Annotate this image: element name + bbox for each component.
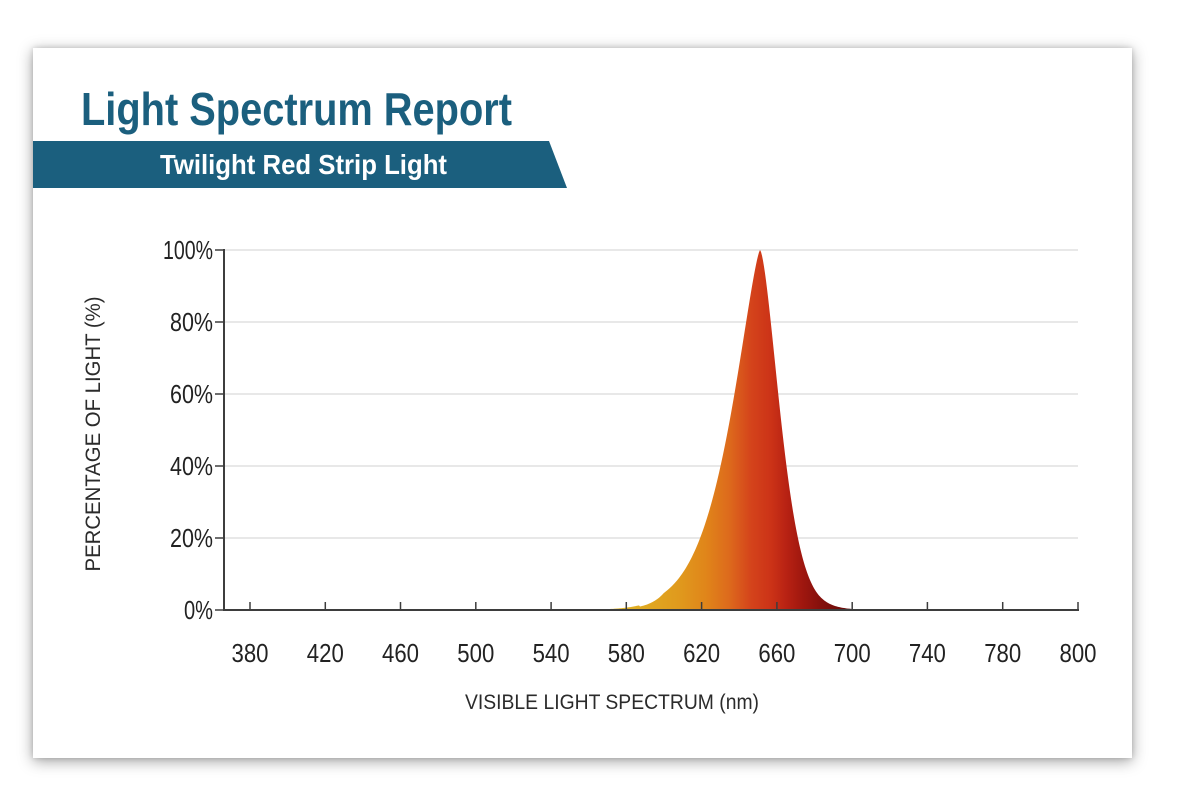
svg-text:540: 540 (533, 638, 570, 668)
svg-text:420: 420 (307, 638, 344, 668)
svg-text:80%: 80% (170, 309, 213, 337)
svg-text:800: 800 (1060, 638, 1097, 668)
svg-text:660: 660 (758, 638, 795, 668)
svg-text:40%: 40% (170, 453, 213, 481)
svg-text:620: 620 (683, 638, 720, 668)
svg-text:580: 580 (608, 638, 645, 668)
svg-text:20%: 20% (170, 525, 213, 553)
svg-text:60%: 60% (170, 381, 213, 409)
svg-text:380: 380 (232, 638, 269, 668)
svg-text:780: 780 (984, 638, 1021, 668)
svg-text:740: 740 (909, 638, 946, 668)
svg-text:PERCENTAGE OF LIGHT (%): PERCENTAGE OF LIGHT (%) (82, 297, 105, 572)
svg-text:Light Spectrum Report: Light Spectrum Report (81, 83, 512, 135)
svg-text:Twilight Red Strip Light: Twilight Red Strip Light (160, 149, 447, 180)
svg-text:460: 460 (382, 638, 419, 668)
svg-text:VISIBLE LIGHT SPECTRUM (nm): VISIBLE LIGHT SPECTRUM (nm) (465, 691, 759, 714)
svg-text:100%: 100% (163, 237, 213, 265)
svg-text:500: 500 (457, 638, 494, 668)
svg-text:0%: 0% (184, 597, 213, 625)
svg-text:700: 700 (834, 638, 871, 668)
